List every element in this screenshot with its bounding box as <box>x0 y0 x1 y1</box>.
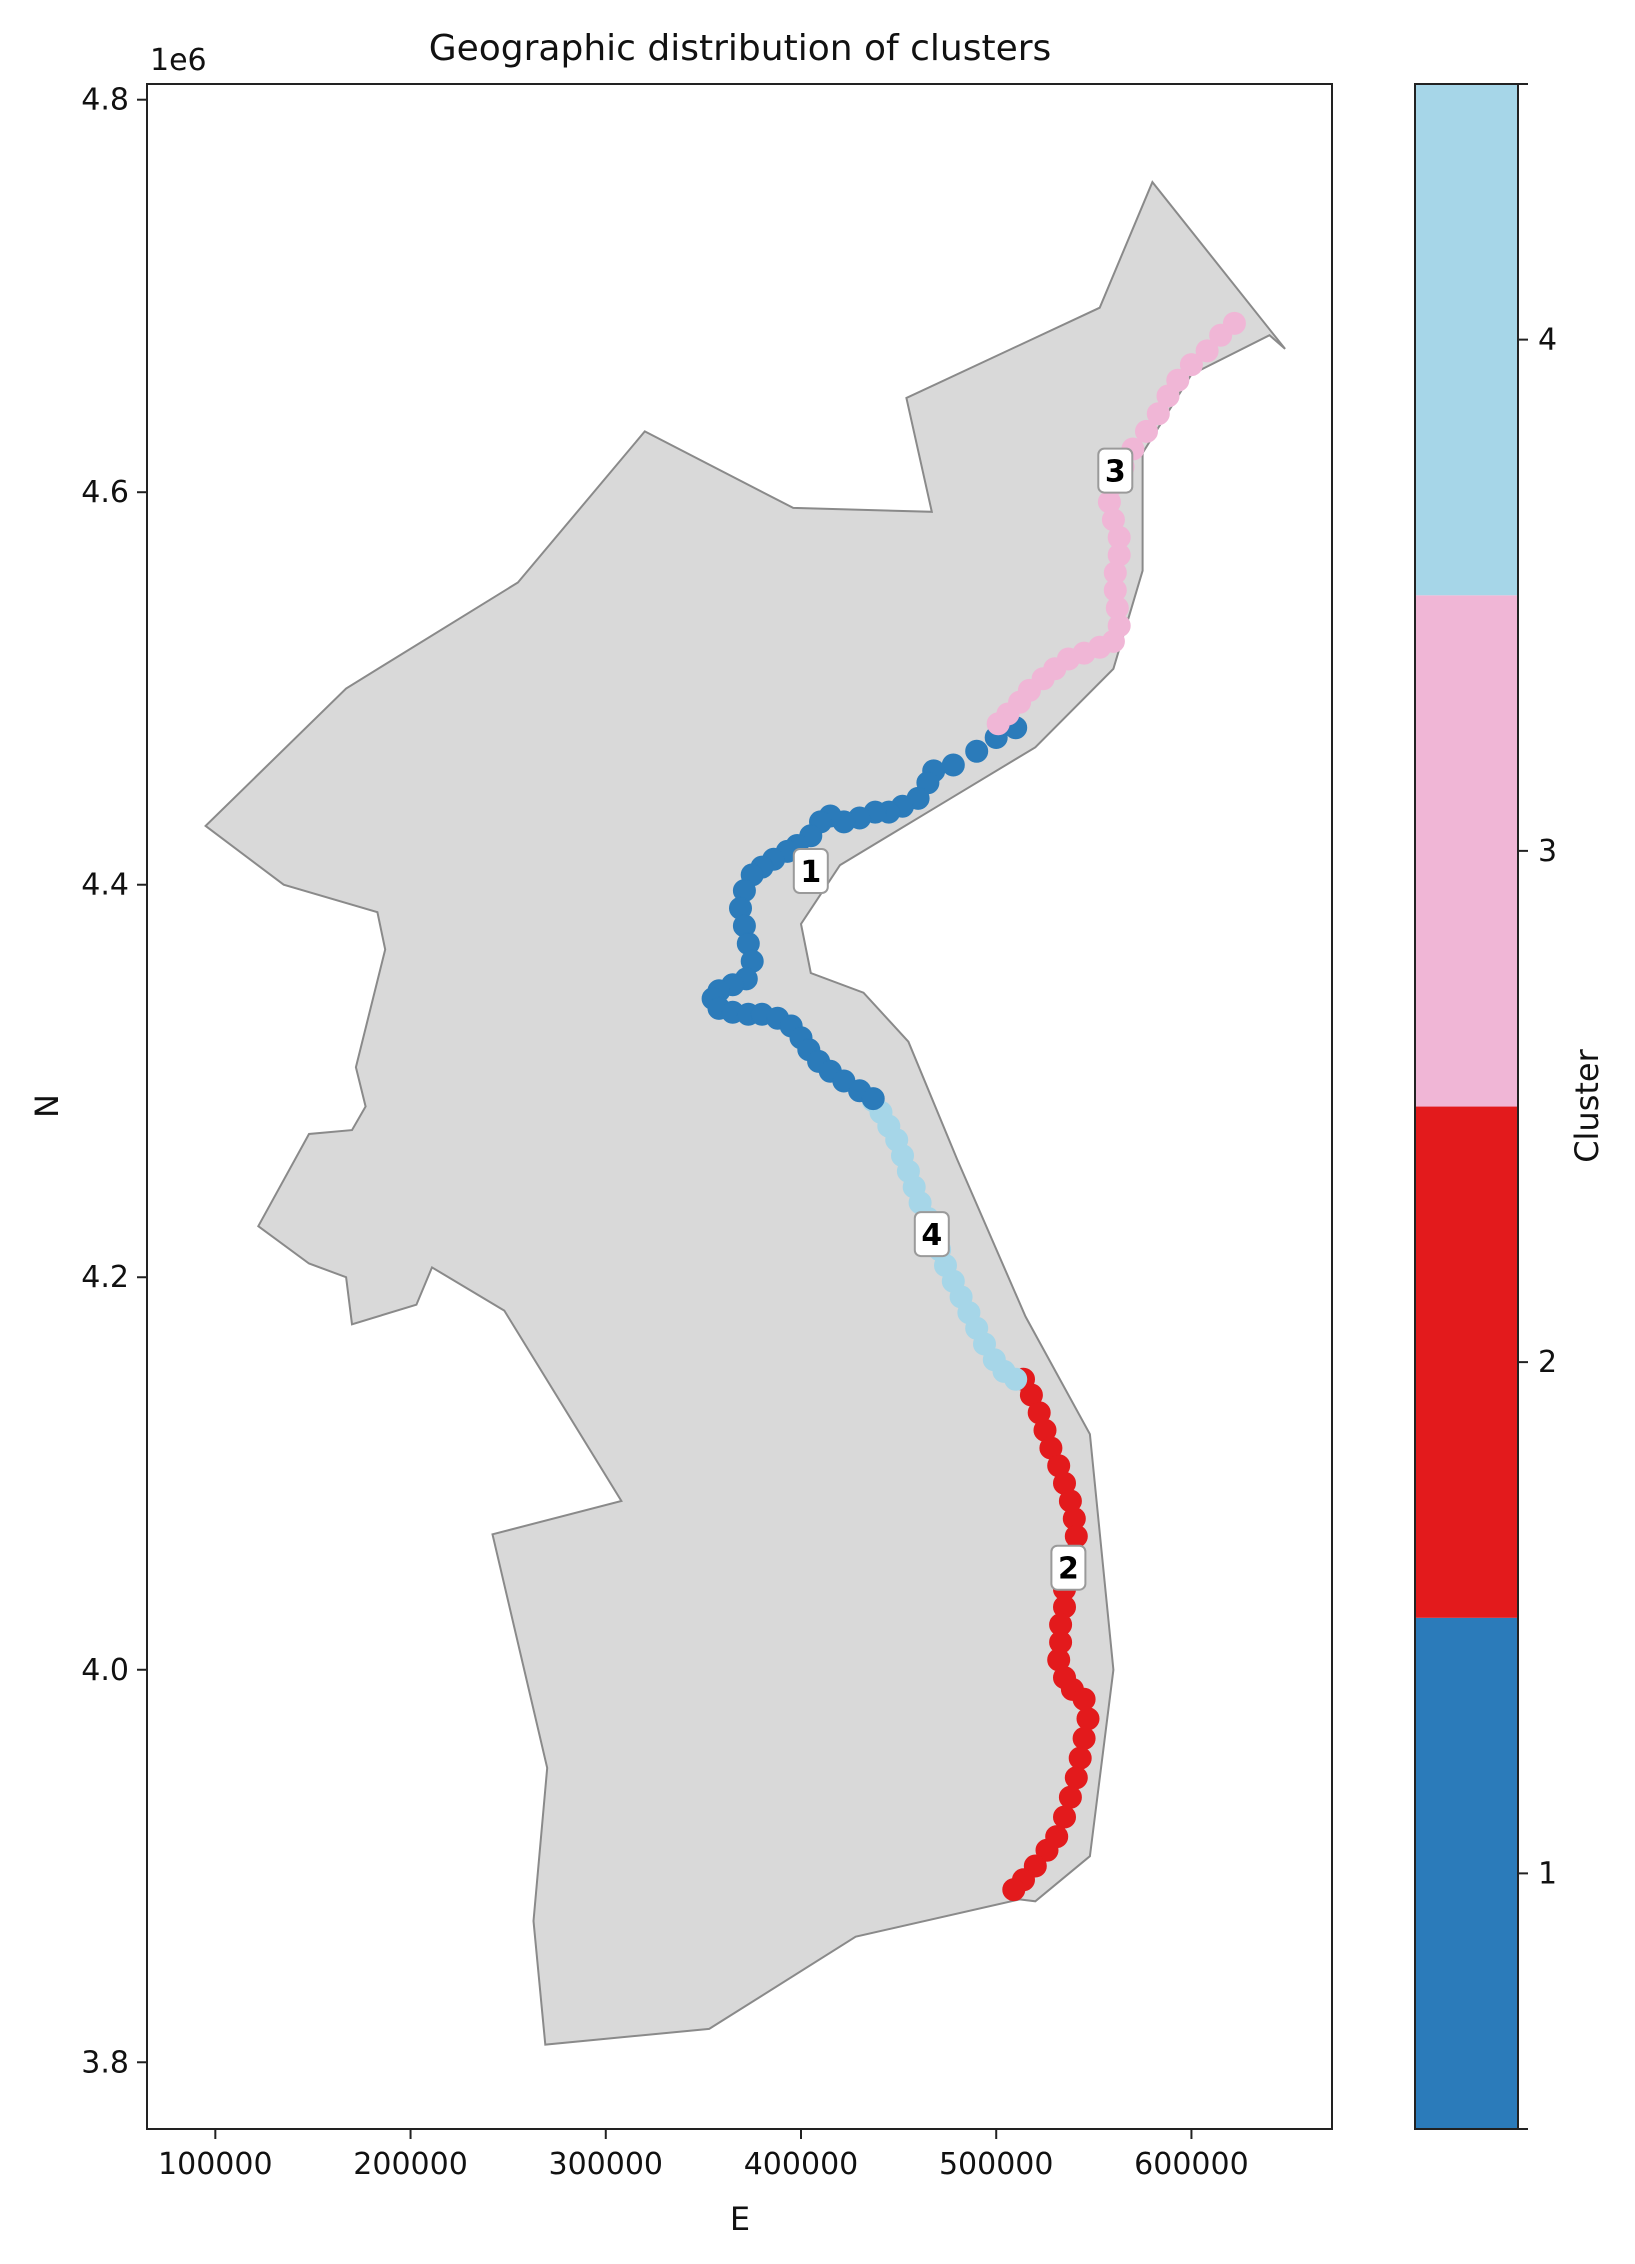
cluster-1-point <box>941 753 965 777</box>
y-tick-label: 3.8 <box>81 2045 129 2080</box>
colorbar-ticks: 1 2 3 4 <box>1518 83 1557 2130</box>
region-layer <box>204 180 1286 2046</box>
y-tick-label: 4.2 <box>81 1260 129 1295</box>
y-axis: 3.8 4.0 4.2 4.4 4.6 4.8 <box>81 83 147 2080</box>
cluster-1-label-box <box>792 848 829 894</box>
cluster-2-point <box>1058 1785 1082 1809</box>
cluster-3-label-box <box>1097 447 1134 494</box>
y-axis-label: N <box>28 1094 66 1118</box>
cluster-2-label-box <box>1050 1544 1087 1591</box>
y-tick-label: 4.4 <box>81 868 129 903</box>
colorbar-frame <box>1414 83 1519 2130</box>
cluster-4-point <box>1004 1367 1028 1391</box>
cluster-1-point <box>861 1087 885 1111</box>
y-tick-label: 4.0 <box>81 1653 129 1688</box>
x-axis: 100000 200000 300000 400000 500000 600000 <box>158 2129 1249 2182</box>
cluster-2-label: 2 <box>1058 1552 1079 1587</box>
chart-title: Geographic distribution of clusters <box>429 28 1052 69</box>
colorbar: 1 2 3 4 Cluster <box>1414 83 1606 2130</box>
cluster-2-point <box>1053 1805 1076 1829</box>
cluster-3-point <box>1146 402 1170 426</box>
cluster-3-point <box>1179 353 1203 377</box>
colorbar-tick-label: 3 <box>1538 834 1557 869</box>
x-tick-label: 100000 <box>158 2147 273 2182</box>
region-polygon <box>204 180 1286 2046</box>
x-tick-label: 500000 <box>939 2147 1054 2182</box>
cluster-4-label: 4 <box>921 1218 942 1253</box>
cluster-2-point <box>1002 1878 1026 1902</box>
colorbar-block-4 <box>1415 84 1518 596</box>
cluster-1-point <box>965 739 989 763</box>
y-tick-label: 4.6 <box>81 475 129 510</box>
colorbar-block-3 <box>1415 595 1518 1107</box>
cluster-3-point <box>1156 384 1180 408</box>
plot-area: 1 2 3 4 100000 200000 300000 400000 500000 60000… <box>81 83 1333 2182</box>
y-offset-text: 1e6 <box>150 43 207 78</box>
cluster-2-point <box>1064 1766 1088 1790</box>
cluster-1-label: 1 <box>800 855 821 890</box>
cluster-4-label-box <box>913 1211 950 1258</box>
colorbar-tick-label: 2 <box>1538 1345 1557 1380</box>
cluster-3-point <box>1209 323 1233 347</box>
cluster-3-point <box>1195 339 1219 363</box>
y-tick-label: 4.8 <box>81 83 129 118</box>
x-tick-label: 200000 <box>353 2147 468 2182</box>
cluster-2-point <box>1068 1746 1092 1770</box>
x-tick-label: 300000 <box>549 2147 664 2182</box>
cluster-3-label: 3 <box>1105 455 1126 490</box>
cluster-3-point <box>986 712 1010 736</box>
cluster-2-point <box>1035 1838 1059 1862</box>
colorbar-tick-label: 4 <box>1538 323 1557 358</box>
cluster-2-point <box>1076 1707 1100 1731</box>
cluster-3-point <box>1135 419 1158 443</box>
cluster-2-point <box>1072 1687 1096 1711</box>
colorbar-label: Cluster <box>1568 1048 1606 1162</box>
plot-frame <box>146 83 1333 2130</box>
cluster-labels-layer: 1 2 3 4 <box>792 447 1134 1591</box>
cluster-2-point <box>1072 1726 1096 1750</box>
colorbar-blocks <box>1415 84 1518 2130</box>
x-tick-label: 600000 <box>1134 2147 1249 2182</box>
x-tick-label: 400000 <box>744 2147 859 2182</box>
colorbar-tick-label: 1 <box>1538 1856 1557 1891</box>
x-axis-label: E <box>730 2200 750 2238</box>
colorbar-block-2 <box>1415 1106 1518 1618</box>
colorbar-block-1 <box>1415 1617 1518 2130</box>
